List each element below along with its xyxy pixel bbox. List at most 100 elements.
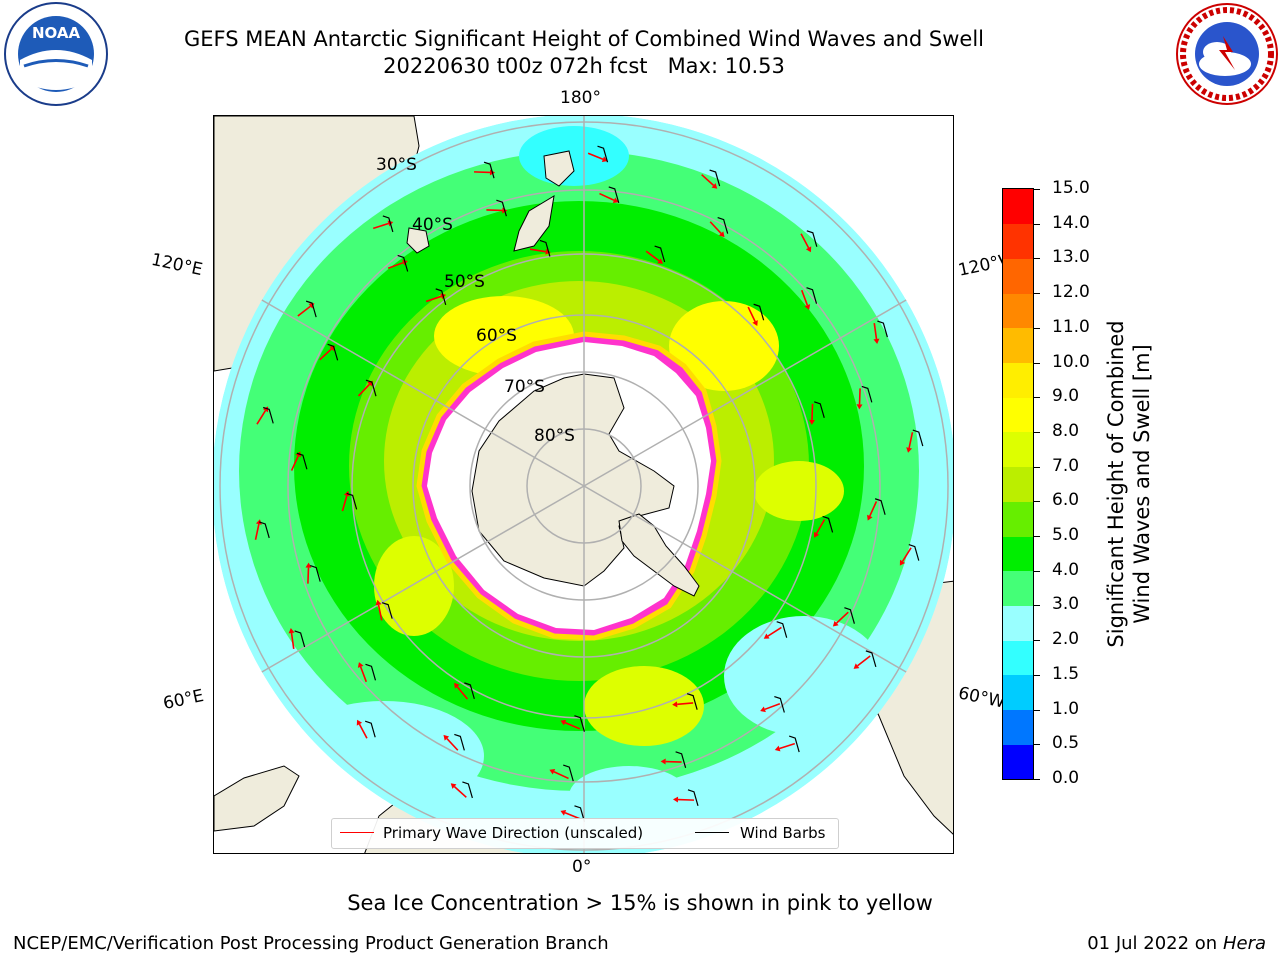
wave-direction-arrow bbox=[319, 348, 333, 361]
colorbar-tick-label: 0.0 bbox=[1052, 768, 1080, 788]
wave-direction-arrow bbox=[800, 289, 809, 306]
wave-direction-arrow bbox=[290, 632, 295, 649]
wind-barb bbox=[365, 663, 377, 681]
sea-ice-note: Sea Ice Concentration > 15% is shown in … bbox=[347, 891, 933, 915]
wave-arrow-head bbox=[808, 419, 815, 425]
lower-left-longitude-label: 60°E bbox=[161, 685, 206, 715]
wave-direction-arrow bbox=[908, 432, 914, 449]
wave-arrow-head bbox=[549, 769, 556, 775]
wave-direction-arrow bbox=[564, 721, 581, 730]
wave-direction-arrow bbox=[599, 192, 615, 201]
wave-arrow-head bbox=[832, 620, 839, 627]
colorbar-segment bbox=[1003, 466, 1033, 502]
meridian-line bbox=[261, 485, 585, 673]
wave-direction-arrow bbox=[453, 786, 467, 798]
latitude-labels: 30°S 40°S 50°S 60°S 70°S 80°S bbox=[376, 155, 575, 446]
wave-direction-arrow bbox=[677, 702, 694, 706]
graticule bbox=[219, 116, 949, 853]
wave-direction-arrow bbox=[377, 604, 383, 621]
colorbar-tick-label: 13.0 bbox=[1052, 247, 1090, 268]
wind-barb bbox=[608, 186, 620, 204]
meridian-line bbox=[261, 299, 585, 487]
wind-barb bbox=[263, 406, 274, 424]
colorbar-tick-label: 15.0 bbox=[1052, 178, 1090, 198]
wave-direction-arrow bbox=[587, 152, 604, 160]
colorbar-tick bbox=[1034, 258, 1040, 260]
wind-barb bbox=[364, 720, 376, 738]
wave-arrow-head bbox=[752, 320, 758, 326]
wave-arrow-head bbox=[660, 758, 666, 765]
wave-direction-arrow bbox=[474, 171, 491, 174]
colorbar-tick bbox=[1034, 466, 1040, 468]
foreground-land bbox=[406, 150, 575, 254]
wind-barb bbox=[305, 300, 317, 318]
wave-direction-arrow bbox=[254, 523, 260, 540]
wind-barb bbox=[753, 303, 765, 321]
tasmania bbox=[406, 227, 430, 254]
colorbar-segment bbox=[1003, 674, 1033, 711]
wind-barb bbox=[435, 288, 447, 306]
wind-barb bbox=[563, 764, 574, 782]
polar-map: 30°S 40°S 50°S 60°S 70°S 80°S bbox=[214, 116, 953, 853]
colorbar-segment bbox=[1003, 189, 1033, 225]
colorbar-segment bbox=[1003, 293, 1033, 329]
wind-barb bbox=[483, 161, 495, 179]
legend-swatch-wave-direction bbox=[340, 832, 374, 833]
wave-arrow-head bbox=[867, 514, 873, 521]
wave-arrow-head bbox=[760, 706, 766, 713]
colorbar-tick bbox=[1034, 779, 1040, 780]
colorbar-segment bbox=[1003, 397, 1033, 433]
wind-barb bbox=[865, 650, 877, 668]
map-panel: 30°S 40°S 50°S 60°S 70°S 80°S bbox=[213, 115, 954, 854]
wave-direction-arrow bbox=[372, 222, 389, 230]
wave-arrow-head bbox=[899, 559, 906, 566]
latitude-label: 50°S bbox=[444, 272, 485, 292]
colorbar-segment bbox=[1003, 536, 1033, 572]
footer-date-text: 01 Jul 2022 on bbox=[1087, 933, 1223, 954]
meridian-line bbox=[583, 299, 907, 487]
wind-barb bbox=[496, 199, 507, 217]
bottom-longitude-label: 0° bbox=[572, 857, 592, 877]
colorbar-tick bbox=[1034, 570, 1040, 572]
calm-southwest bbox=[284, 701, 484, 811]
colorbar-tick-label: 6.0 bbox=[1052, 490, 1080, 511]
colorbar-tick bbox=[1034, 362, 1040, 364]
wave-arrow-head bbox=[814, 531, 820, 538]
wave-direction-arrow bbox=[256, 410, 267, 425]
wave-direction-arrow bbox=[835, 611, 849, 624]
wave-arrow-head bbox=[356, 719, 363, 726]
footer-machine: Hera bbox=[1222, 933, 1266, 954]
colorbar-segment bbox=[1003, 640, 1033, 676]
lower-right-longitude-label: 60°W bbox=[956, 683, 1007, 713]
map-legend: Primary Wave Direction (unscaled) Wind B… bbox=[331, 818, 839, 849]
wave-direction-arrow bbox=[811, 403, 814, 420]
wind-barb bbox=[397, 254, 409, 272]
wave-direction-arrow bbox=[701, 174, 715, 186]
colorbar-tick-label: 1.0 bbox=[1052, 698, 1080, 719]
latitude-label: 70°S bbox=[504, 377, 545, 397]
wave-direction-arrow bbox=[529, 248, 546, 253]
wind-barb bbox=[912, 429, 924, 447]
wave-direction-arrow bbox=[553, 771, 569, 780]
noaa-logo-icon: NOAA bbox=[4, 2, 108, 106]
colorbar-segment bbox=[1003, 431, 1033, 468]
colorbar-segment bbox=[1003, 605, 1033, 641]
colorbar-tick-label: 0.5 bbox=[1052, 733, 1080, 754]
colorbar-tick-label: 10.0 bbox=[1052, 351, 1090, 372]
peak-south bbox=[584, 666, 704, 746]
wind-barb bbox=[717, 217, 729, 234]
legend-swatch-wind-barbs bbox=[695, 832, 729, 833]
wind-barb bbox=[776, 621, 788, 638]
new-zealand-south-island bbox=[513, 195, 555, 252]
meridian-line bbox=[583, 485, 907, 673]
wave-arrow-head bbox=[672, 701, 678, 708]
wind-barb bbox=[806, 287, 818, 304]
wave-arrow-head bbox=[262, 406, 269, 413]
wave-arrow-head bbox=[288, 628, 295, 634]
wave-direction-arrow bbox=[564, 812, 581, 820]
colorbar-segment bbox=[1003, 362, 1033, 398]
wave-direction-arrow bbox=[425, 295, 442, 303]
wave-arrow-head bbox=[601, 156, 608, 162]
wave-arrow-head bbox=[718, 231, 725, 238]
wave-direction-arrow bbox=[358, 723, 368, 739]
